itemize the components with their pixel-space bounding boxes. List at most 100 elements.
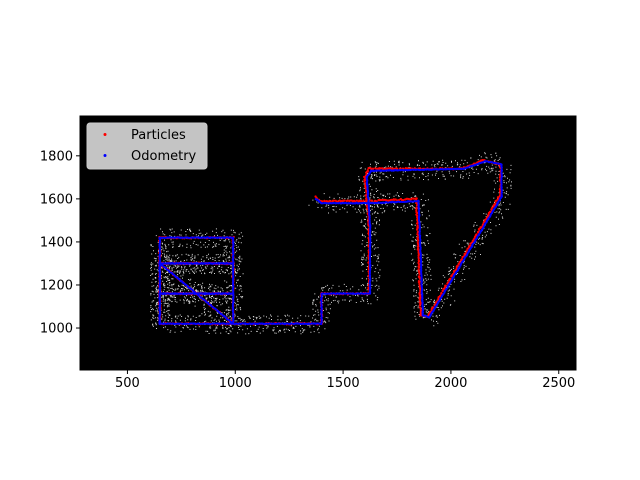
point-particles (415, 209, 418, 212)
point-particles (350, 199, 353, 202)
point-odometry (500, 170, 503, 173)
point-odometry (368, 257, 372, 260)
legend-marker-particles (103, 133, 107, 136)
point-odometry (500, 166, 503, 169)
point-particles (416, 241, 419, 244)
point-particles (417, 236, 420, 239)
point-odometry (419, 254, 422, 257)
point-particles (446, 282, 449, 285)
point-particles (417, 261, 420, 264)
point-odometry (322, 292, 325, 295)
point-particles (481, 159, 484, 162)
point-particles (477, 228, 481, 231)
point-particles (482, 221, 485, 224)
point-particles (419, 301, 422, 304)
point-odometry (199, 262, 202, 265)
point-particles (345, 199, 348, 203)
point-particles (417, 259, 420, 262)
point-particles (417, 256, 420, 259)
point-odometry (219, 322, 222, 325)
point-particles (418, 282, 421, 286)
point-particles (434, 301, 438, 304)
point-particles (491, 206, 494, 209)
point-odometry (386, 201, 390, 204)
point-particles (369, 167, 373, 170)
point-particles (364, 182, 367, 185)
legend-marker-odometry (103, 154, 107, 157)
point-odometry (190, 236, 193, 239)
point-odometry (252, 322, 255, 325)
point-odometry (368, 220, 371, 223)
point-odometry (207, 292, 210, 295)
y-tick-label-1400: 1400 (40, 235, 73, 250)
point-particles (415, 206, 418, 209)
point-particles (382, 167, 385, 171)
point-particles (417, 275, 421, 278)
point-particles (498, 190, 502, 193)
point-particles (441, 289, 444, 293)
y-tick-label-1200: 1200 (40, 278, 73, 293)
point-particles (418, 306, 421, 309)
point-particles (442, 287, 445, 290)
point-particles (469, 242, 472, 245)
point-particles (461, 255, 464, 259)
point-particles (403, 198, 406, 201)
point-odometry (500, 191, 503, 194)
point-particles (338, 199, 341, 202)
y-tick-label-1600: 1600 (40, 192, 73, 207)
point-particles (382, 198, 385, 202)
x-tick-label-1500: 1500 (327, 376, 360, 391)
point-odometry (203, 262, 206, 265)
point-odometry (164, 236, 168, 239)
y-tick-label-1000: 1000 (40, 322, 73, 337)
point-particles (314, 195, 317, 198)
point-odometry (158, 280, 162, 283)
point-particles (437, 297, 440, 300)
point-particles (417, 270, 421, 273)
point-odometry (232, 312, 235, 315)
point-particles (399, 167, 402, 170)
point-odometry (327, 202, 331, 205)
point-odometry (213, 322, 216, 325)
point-particles (377, 198, 380, 202)
point-particles (471, 239, 474, 243)
point-particles (366, 169, 369, 172)
series-layer (158, 159, 503, 326)
point-particles (370, 199, 373, 202)
point-odometry (218, 292, 222, 295)
point-particles (417, 247, 420, 250)
point-particles (372, 167, 375, 170)
point-particles (363, 175, 366, 179)
point-particles (430, 308, 433, 311)
point-particles (460, 258, 463, 262)
point-particles (406, 167, 409, 170)
point-odometry (369, 279, 372, 282)
point-odometry (232, 296, 235, 299)
point-odometry (223, 292, 227, 295)
point-particles (466, 247, 469, 250)
x-axis: 500 1000 1500 2000 2500 (115, 370, 575, 391)
point-particles (418, 291, 421, 294)
point-odometry (368, 228, 372, 231)
point-particles (465, 249, 468, 252)
point-odometry (376, 169, 380, 172)
legend-label-odometry: Odometry (131, 149, 197, 164)
series-odometry (158, 160, 503, 326)
point-particles (334, 199, 337, 202)
point-odometry (348, 292, 351, 295)
point-odometry (290, 322, 293, 325)
y-axis: 1000 1200 1400 1600 1800 (40, 149, 80, 337)
legend: Particles Odometry (86, 122, 208, 170)
point-odometry (500, 189, 503, 192)
y-tick-label-1800: 1800 (40, 149, 73, 164)
point-particles (417, 250, 420, 254)
point-particles (419, 308, 422, 311)
legend-label-particles: Particles (131, 128, 186, 143)
point-odometry (158, 300, 161, 303)
point-odometry (459, 264, 462, 267)
point-odometry (186, 322, 189, 325)
point-odometry (184, 292, 187, 295)
point-particles (418, 284, 421, 287)
point-odometry (231, 279, 235, 282)
point-odometry (158, 248, 161, 251)
